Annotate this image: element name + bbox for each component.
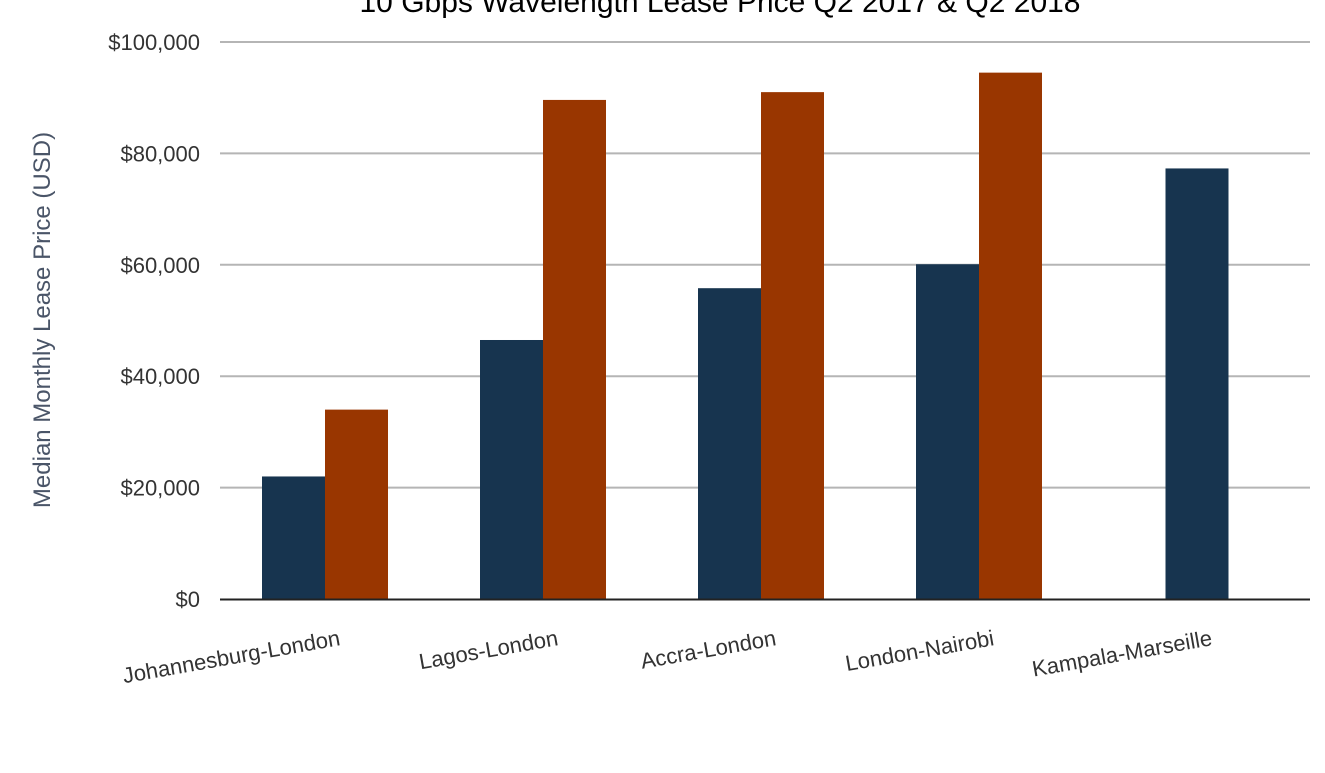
y-axis-ticks: $0 $20,000 $40,000 $60,000 $80,000 $100,000 — [108, 30, 200, 612]
bar-johannesburg-london-s2 — [325, 409, 388, 599]
y-tick-label: $20,000 — [120, 476, 200, 501]
bar-lagos-london-s2 — [543, 99, 606, 599]
y-axis-title: Median Monthly Lease Price (USD) — [29, 132, 56, 508]
bar-johannesburg-london-s1 — [262, 476, 325, 599]
y-tick-label: $0 — [176, 587, 200, 612]
bar-accra-london-s2 — [761, 92, 824, 599]
y-tick-label: $40,000 — [120, 364, 200, 389]
x-category-label: Kampala-Marseille — [1030, 625, 1214, 681]
x-category-label: Johannesburg-London — [121, 625, 342, 688]
y-tick-label: $100,000 — [108, 30, 200, 55]
bar-london-nairobi-s1 — [916, 264, 979, 599]
x-category-label: Accra-London — [639, 625, 778, 673]
bar-kampala-marseille-s1 — [1165, 168, 1229, 599]
y-tick-label: $60,000 — [120, 253, 200, 278]
x-category-label: Lagos-London — [417, 625, 560, 674]
bar-london-nairobi-s2 — [979, 72, 1042, 599]
y-tick-label: $80,000 — [120, 141, 200, 166]
chart-title: 10 Gbps Wavelength Lease Price Q2 2017 &… — [359, 0, 1080, 19]
x-axis-labels: Johannesburg-London Lagos-London Accra-Lon… — [121, 625, 1214, 688]
bar-accra-london-s1 — [698, 288, 761, 599]
bars — [262, 72, 1229, 599]
x-category-label: London-Nairobi — [843, 625, 995, 676]
bar-lagos-london-s1 — [480, 339, 543, 599]
